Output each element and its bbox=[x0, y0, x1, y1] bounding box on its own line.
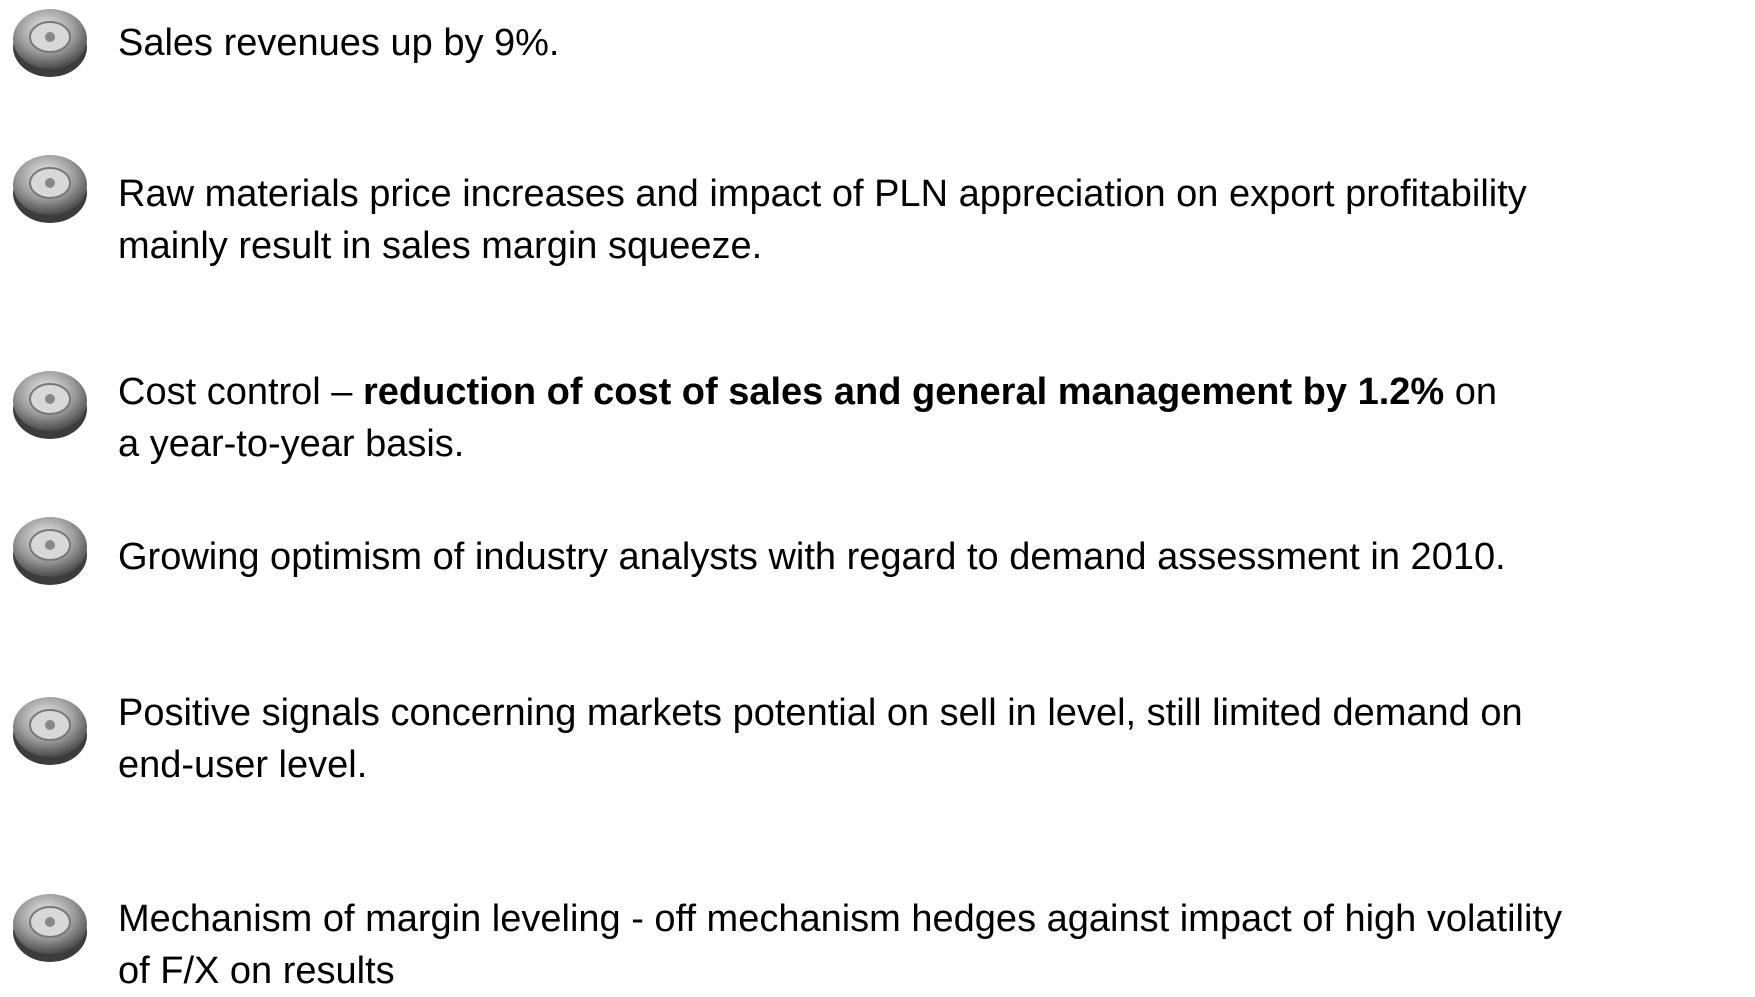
text-line: a year-to-year basis. bbox=[118, 423, 465, 465]
tire-icon bbox=[13, 9, 87, 77]
tire-icon bbox=[13, 517, 87, 585]
text-line: Positive signals concerning markets pote… bbox=[118, 692, 1523, 734]
tire-icon bbox=[13, 894, 87, 962]
text-segment: on bbox=[1444, 371, 1498, 413]
text-line: end-user level. bbox=[118, 744, 368, 786]
bullet-text: Growing optimism of industry analysts wi… bbox=[118, 531, 1506, 583]
text-line: Mechanism of margin leveling - off mecha… bbox=[118, 898, 1562, 940]
text-line: Raw materials price increases and impact… bbox=[118, 173, 1527, 215]
text-line: Growing optimism of industry analysts wi… bbox=[118, 536, 1506, 578]
tire-icon bbox=[13, 155, 87, 223]
tire-icon bbox=[13, 697, 87, 765]
bold-text: reduction of cost of sales and general m… bbox=[363, 371, 1445, 413]
bullet-text: Mechanism of margin leveling - off mecha… bbox=[118, 893, 1562, 997]
bullet-text: Positive signals concerning markets pote… bbox=[118, 687, 1523, 791]
text-line: Sales revenues up by 9%. bbox=[118, 22, 560, 64]
text-segment: Cost control – bbox=[118, 371, 363, 413]
text-line: Cost control – reduction of cost of sale… bbox=[118, 366, 1497, 418]
text-line: of F/X on results bbox=[118, 950, 395, 992]
tire-icon bbox=[13, 371, 87, 439]
bullet-text: Cost control – reduction of cost of sale… bbox=[118, 366, 1497, 470]
bullet-text: Raw materials price increases and impact… bbox=[118, 168, 1527, 272]
bullet-text: Sales revenues up by 9%. bbox=[118, 17, 560, 69]
text-line: mainly result in sales margin squeeze. bbox=[118, 225, 763, 267]
